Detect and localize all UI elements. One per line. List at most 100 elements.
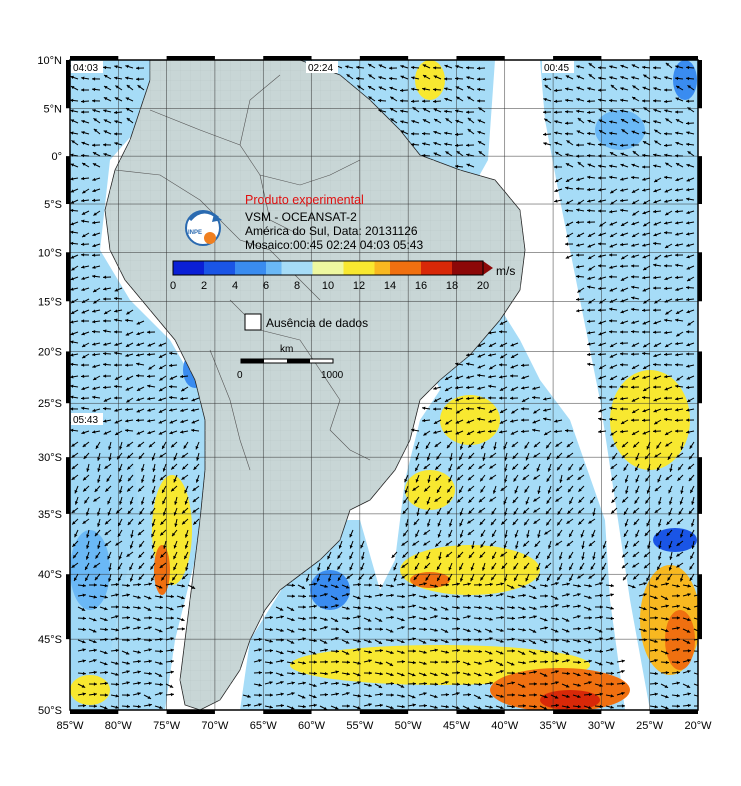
colorbar-segment	[266, 261, 282, 275]
colorbar-segment	[390, 261, 406, 275]
longitude-label: 75°W	[153, 720, 181, 732]
logo-text: INPE	[188, 230, 202, 236]
colorbar-segment	[297, 261, 313, 275]
frame-bar	[650, 710, 698, 714]
colorbar-unit: m/s	[496, 264, 515, 278]
frame-bar	[650, 56, 698, 60]
latitude-label: 5°S	[44, 199, 62, 211]
pass-label: 05:43	[73, 415, 98, 426]
scale-bar-segment	[287, 359, 310, 363]
scale-unit: km	[280, 344, 293, 355]
latitude-label: 50°S	[38, 705, 62, 717]
patch-red	[540, 690, 600, 710]
frame-bar	[456, 56, 504, 60]
wind-vector-head	[699, 660, 702, 663]
colorbar-segment	[220, 261, 236, 275]
latitude-label: 25°S	[38, 398, 62, 410]
colorbar-segment	[406, 261, 422, 275]
frame-bar	[698, 252, 702, 301]
scale-start: 0	[237, 370, 243, 381]
longitude-label: 80°W	[105, 720, 133, 732]
frame-bar	[698, 457, 702, 514]
colorbar-tick-label: 4	[232, 280, 238, 292]
colorbar-segment	[468, 261, 484, 275]
missing-data-swatch	[245, 314, 261, 330]
latitude-label: 45°S	[38, 634, 62, 646]
longitude-label: 25°W	[636, 720, 664, 732]
colorbar-tick-label: 14	[384, 280, 396, 292]
latitude-label: 40°S	[38, 569, 62, 581]
longitude-label: 50°W	[395, 720, 423, 732]
colorbar-segment	[204, 261, 220, 275]
latitude-label: 10°N	[37, 55, 62, 67]
longitude-label: 20°W	[684, 720, 712, 732]
frame-bar	[66, 351, 70, 403]
info-line: VSM - OCEANSAT-2	[245, 210, 357, 224]
scale-bar-segment	[241, 359, 264, 363]
colorbar-segment	[328, 261, 344, 275]
colorbar-segment	[421, 261, 437, 275]
pass-label: 04:03	[73, 63, 98, 74]
frame-bar	[66, 156, 70, 204]
product-title: Produto experimental	[245, 193, 364, 207]
colorbar-tick-label: 2	[201, 280, 207, 292]
colorbar-segment	[344, 261, 360, 275]
latitude-labels: 10°N5°N0°5°S10°S15°S20°S25°S30°S35°S40°S…	[37, 55, 62, 717]
longitude-label: 35°W	[540, 720, 568, 732]
patch-yellow	[415, 60, 445, 100]
latitude-label: 5°N	[44, 103, 63, 115]
pass-label: 02:24	[308, 63, 333, 74]
colorbar-segment	[313, 261, 329, 275]
frame-bar	[263, 710, 311, 714]
frame-bar	[66, 252, 70, 301]
patch-blue	[595, 110, 645, 150]
frame-bar	[553, 710, 601, 714]
wind-vector-head	[699, 650, 702, 653]
patch-yellow	[440, 395, 500, 445]
longitude-label: 30°W	[588, 720, 616, 732]
colorbar-segment	[235, 261, 251, 275]
frame-bar	[360, 710, 408, 714]
colorbar-tick-label: 12	[353, 280, 365, 292]
longitude-label: 65°W	[250, 720, 278, 732]
patch-orange	[665, 610, 695, 670]
info-line: América do Sul, Data: 20131126	[245, 224, 418, 238]
colorbar-segment	[452, 261, 468, 275]
latitude-label: 20°S	[38, 346, 62, 358]
colorbar-segment	[173, 261, 189, 275]
colorbar-segment	[375, 261, 391, 275]
scale-end: 1000	[321, 370, 344, 381]
longitude-label: 60°W	[298, 720, 326, 732]
pass-label: 00:45	[544, 63, 569, 74]
patch-blue	[70, 530, 110, 610]
frame-bar	[360, 56, 408, 60]
frame-bar	[66, 457, 70, 514]
frame-bar	[167, 710, 215, 714]
latitude-label: 15°S	[38, 296, 62, 308]
latitude-label: 35°S	[38, 509, 62, 521]
frame-bar	[698, 60, 702, 108]
longitude-label: 70°W	[201, 720, 229, 732]
colorbar-tick-label: 0	[170, 280, 176, 292]
frame-bar	[553, 56, 601, 60]
colorbar-segment	[437, 261, 453, 275]
info-line: Mosaico:00:45 02:24 04:03 05:43	[245, 238, 423, 252]
colorbar-tick-label: 8	[294, 280, 300, 292]
frame-bar	[66, 60, 70, 108]
frame-bar	[698, 351, 702, 403]
colorbar-tick-label: 10	[322, 280, 334, 292]
colorbar-segment	[282, 261, 298, 275]
frame-bar	[698, 156, 702, 204]
frame-bar	[698, 574, 702, 639]
longitude-label: 45°W	[443, 720, 471, 732]
longitude-label: 40°W	[491, 720, 519, 732]
frame-bar	[263, 56, 311, 60]
wind-vector-head	[698, 695, 701, 698]
colorbar-tick-label: 18	[446, 280, 458, 292]
colorbar-segment	[359, 261, 375, 275]
colorbar-segment	[251, 261, 267, 275]
frame-bar	[66, 574, 70, 639]
